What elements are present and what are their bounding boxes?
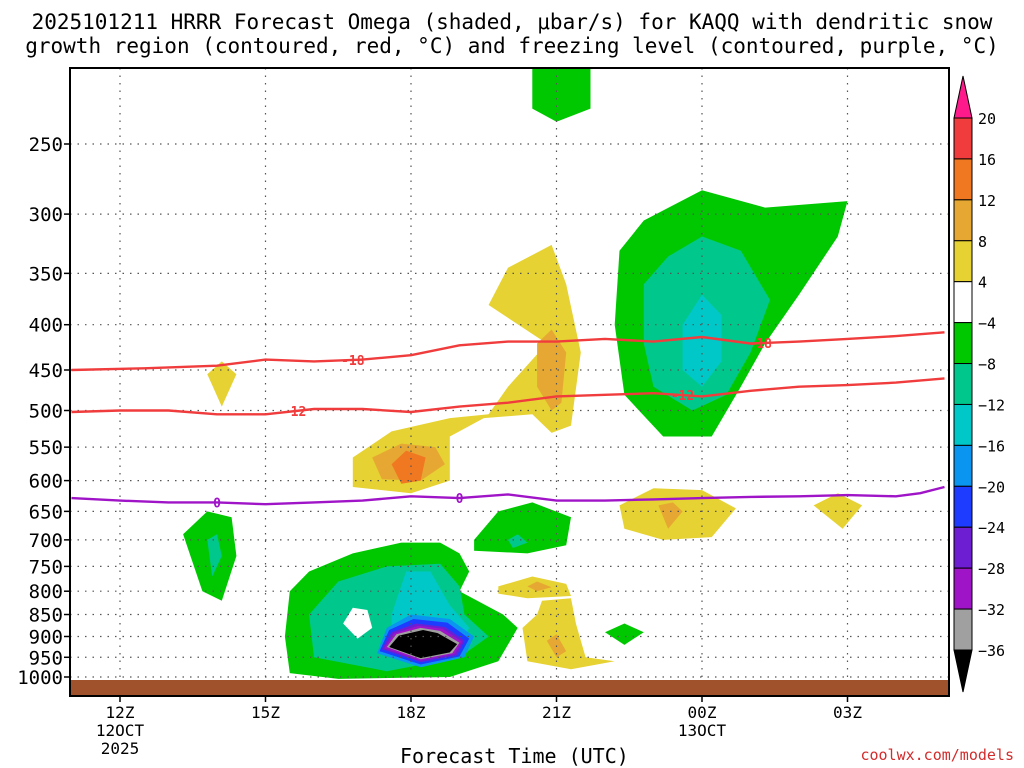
y-tick-label-750: 750 [29,556,63,578]
y-tick-label-350: 350 [29,263,63,285]
contour-line-0 [71,331,945,372]
grid-lines [70,68,949,696]
contour-line-1 [71,377,945,416]
y-tick-label-1000: 1000 [17,667,63,689]
colorbar-seg-7 [953,403,973,446]
y-tick-label-950: 950 [29,647,63,669]
y-tick-label-550: 550 [29,437,63,459]
omega-shading [183,68,863,679]
x-tick-sublabel-00Z: 13OCT [678,721,727,740]
shade-mid-yellow [352,244,581,494]
colorbar-label-1: 16 [978,151,996,169]
colorbar-label-12: −32 [978,601,1005,619]
shade-low-yellow-21z [522,598,615,670]
shade-upper-cyan [682,294,722,387]
contour-line-2 [71,485,945,506]
colorbar-label-13: −36 [978,642,1005,660]
y-tick-label-800: 800 [29,581,63,603]
colorbar-seg-4 [953,281,973,324]
contour-label-2-0: 0 [213,496,221,511]
colorbar-label-11: −28 [978,560,1005,578]
y-tick-label-900: 900 [29,626,63,648]
y-tick-label-400: 400 [29,315,63,337]
y-tick-label-450: 450 [29,360,63,382]
colorbar-bottom-arrow [953,649,973,693]
ground-layer [70,680,949,696]
colorbar-seg-6 [953,363,973,405]
colorbar-label-0: 20 [978,110,996,128]
colorbar-seg-11 [953,567,973,610]
colorbar-seg-12 [953,608,973,651]
colorbar-seg-9 [953,485,973,528]
shade-mid-red [391,450,426,484]
y-tick-label-600: 600 [29,471,63,493]
contour-label-1-0: -12 [283,405,306,420]
colorbar-seg-5 [953,322,973,365]
contour-lines: -18 -18 -12 -12 0 0 [71,331,945,511]
colorbar-top-arrow [953,75,973,119]
colorbar-label-2: 12 [978,192,996,210]
shade-low-orange-23z [658,502,683,529]
x-tick-label-15Z: 15Z [251,703,280,722]
colorbar-seg-3 [953,240,973,283]
colorbar-seg-0 [953,117,973,160]
contour-label-0-0: -18 [341,354,365,369]
colorbar-label-7: −12 [978,396,1005,414]
y-tick-label-300: 300 [29,204,63,226]
x-tick-label-21Z: 21Z [542,703,571,722]
shade-small-green-22z [605,623,644,645]
shade-small-yellow [207,361,237,407]
x-tick-year-12Z: 2025 [101,739,140,758]
colorbar-label-9: −20 [978,478,1005,496]
shade-low-white-hole [343,607,373,639]
colorbar-seg-8 [953,444,973,487]
contour-label-1-1: -12 [671,389,694,404]
colorbar: 20 16 12 8 4 −4 −8 −12 −16 −20 −24 −28 −32 −36 [953,75,1005,693]
shade-mid-orange-2 [537,329,567,411]
chart-title-line2: growth region (contoured, red, °C) and f… [25,34,999,58]
colorbar-label-10: −24 [978,519,1005,537]
colorbar-seg-1 [953,158,973,201]
ground-bar [70,680,949,696]
contour-label-2-1: 0 [456,492,464,507]
shade-top-green [532,68,591,122]
contour-label-0-1: -18 [748,337,772,352]
colorbar-label-3: 8 [978,233,987,251]
x-tick-sublabel-12Z: 12OCT [96,721,145,740]
y-tick-label-250: 250 [29,134,63,156]
credit-link[interactable]: coolwx.com/models [860,746,1014,764]
shade-teal-14z [207,534,222,577]
colorbar-label-6: −8 [978,356,996,374]
shade-small-yellow-26z [813,493,863,529]
y-tick-label-650: 650 [29,501,63,523]
x-tick-label-00Z: 00Z [688,703,717,722]
x-tick-label-03Z: 03Z [833,703,862,722]
colorbar-label-4: 4 [978,274,987,292]
colorbar-seg-2 [953,199,973,242]
x-tick-label-12Z: 12Z [106,703,135,722]
shade-green-20z [474,502,571,554]
colorbar-label-5: −4 [978,315,996,333]
y-tick-label-500: 500 [29,401,63,423]
shade-low-black [389,630,458,659]
shade-low-orange-20z [527,581,552,592]
colorbar-seg-10 [953,526,973,569]
chart-title-line1: 2025101211 HRRR Forecast Omega (shaded, … [31,10,993,34]
y-tick-label-700: 700 [29,530,63,552]
x-axis-title: Forecast Time (UTC) [400,744,629,768]
y-axis: 2503003504004505005506006507007508008509… [17,134,70,689]
shade-teal-20z [508,534,528,548]
plot-frame [69,67,950,697]
y-tick-label-850: 850 [29,605,63,627]
x-tick-label-18Z: 18Z [397,703,426,722]
colorbar-label-8: −16 [978,437,1005,455]
